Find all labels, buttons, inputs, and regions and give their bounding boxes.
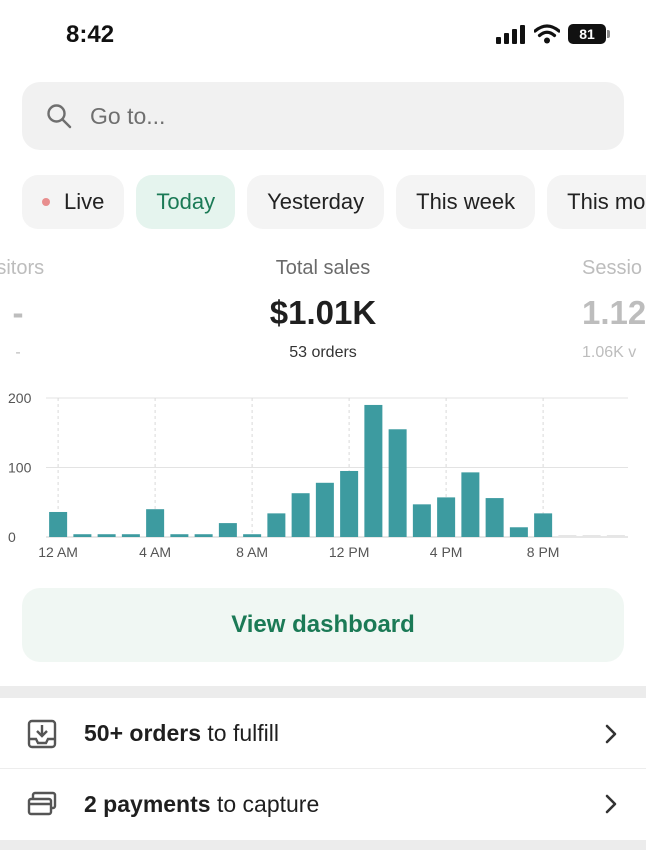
chart-bar — [485, 498, 504, 537]
chart-bar — [340, 470, 359, 537]
chart-bar — [194, 534, 213, 537]
y-tick-label: 200 — [8, 390, 32, 406]
chart-bar — [364, 404, 383, 537]
period-tabs: Live Today Yesterday This week This mon — [22, 175, 646, 229]
chart-bar — [315, 482, 334, 537]
signal-icon — [496, 25, 525, 44]
metric-sub: - — [15, 344, 21, 361]
x-tick-label: 4 AM — [139, 544, 171, 560]
chart-bar — [534, 513, 553, 537]
tab-yesterday[interactable]: Yesterday — [247, 175, 385, 229]
sales-chart: 0 100 200 12 AM 4 AM 8 AM 12 PM 4 PM 8 PM — [8, 390, 628, 560]
x-tick-label: 8 PM — [527, 544, 560, 560]
metric-total-sales[interactable]: Total sales $1.01K 53 orders — [223, 257, 423, 362]
metric-label: Sessio — [582, 257, 643, 279]
chart-bar — [146, 509, 165, 537]
task-payments-to-capture[interactable]: 2 payments to capture — [0, 769, 646, 839]
chart-bar — [437, 497, 456, 537]
chart-bar — [218, 523, 237, 537]
metric-sessions[interactable]: Sessio 1.12 1.06K v — [582, 257, 646, 362]
wifi-icon — [534, 24, 560, 44]
chart-bar — [291, 493, 310, 537]
metric-sub: 1.06K v — [582, 344, 637, 361]
task-text: 50+ orders to fulfill — [84, 720, 279, 747]
tab-label: Today — [156, 189, 216, 214]
search-icon — [47, 104, 72, 129]
metric-value: 1.12 — [582, 294, 646, 331]
view-dashboard-button[interactable]: View dashboard — [22, 588, 624, 662]
x-tick-label: 8 AM — [236, 544, 268, 560]
y-tick-label: 0 — [8, 529, 16, 545]
tab-this-week[interactable]: This week — [396, 175, 536, 229]
metric-label: Total sales — [275, 257, 371, 279]
section-divider — [0, 840, 646, 850]
tab-label: This mon — [567, 189, 646, 214]
tab-today[interactable]: Today — [136, 175, 236, 229]
x-tick-label: 12 PM — [329, 544, 369, 560]
metric-value: $1.01K — [269, 294, 377, 331]
x-tick-label: 12 AM — [38, 544, 78, 560]
search-bar[interactable]: Go to... — [22, 82, 624, 150]
inbox-download-icon — [27, 719, 57, 748]
chart-bar — [243, 534, 262, 537]
battery-level: 81 — [579, 26, 595, 42]
tab-this-month[interactable]: This mon — [547, 175, 646, 229]
metric-label: isitors — [0, 257, 45, 279]
chart-bar — [509, 527, 528, 537]
chart-bar — [170, 534, 189, 537]
status-icons: 81 — [496, 24, 610, 44]
chart-bar — [267, 513, 286, 537]
metric-sub: 53 orders — [289, 344, 357, 361]
status-time: 8:42 — [66, 21, 115, 48]
tab-label: Live — [64, 189, 105, 214]
chart-bar — [582, 535, 601, 537]
task-rest: to fulfill — [201, 720, 279, 746]
chart-bar — [388, 429, 407, 537]
metric-value: - — [12, 294, 24, 331]
chart-bar — [412, 504, 431, 537]
metric-visitors[interactable]: isitors - - — [0, 257, 98, 362]
task-text: 2 payments to capture — [84, 791, 319, 818]
card-stack-icon — [27, 791, 57, 816]
status-bar: 8:42 81 — [0, 0, 646, 70]
y-tick-label: 100 — [8, 460, 32, 476]
task-bold: 2 payments — [84, 790, 211, 817]
x-tick-label: 4 PM — [430, 544, 463, 560]
chevron-right-icon — [605, 724, 617, 744]
view-dashboard-label: View dashboard — [231, 611, 415, 638]
chart-bar — [49, 511, 68, 537]
battery-indicator: 81 — [568, 24, 610, 44]
chart-bar — [73, 534, 92, 537]
search-placeholder: Go to... — [90, 102, 166, 129]
task-rest: to capture — [210, 790, 320, 817]
section-divider — [0, 686, 646, 698]
chart-bar — [97, 534, 116, 537]
chart-bar — [558, 535, 577, 537]
tab-live[interactable]: Live — [22, 175, 125, 229]
chart-bar — [121, 534, 140, 537]
chevron-right-icon — [605, 794, 617, 814]
task-bold: 50+ orders — [84, 720, 201, 746]
chart-bar — [606, 535, 625, 537]
task-orders-to-fulfill[interactable]: 50+ orders to fulfill — [0, 699, 646, 769]
tab-label: This week — [416, 189, 516, 214]
tab-label: Yesterday — [267, 189, 365, 214]
live-dot-icon — [42, 198, 50, 206]
chart-bar — [461, 472, 480, 537]
